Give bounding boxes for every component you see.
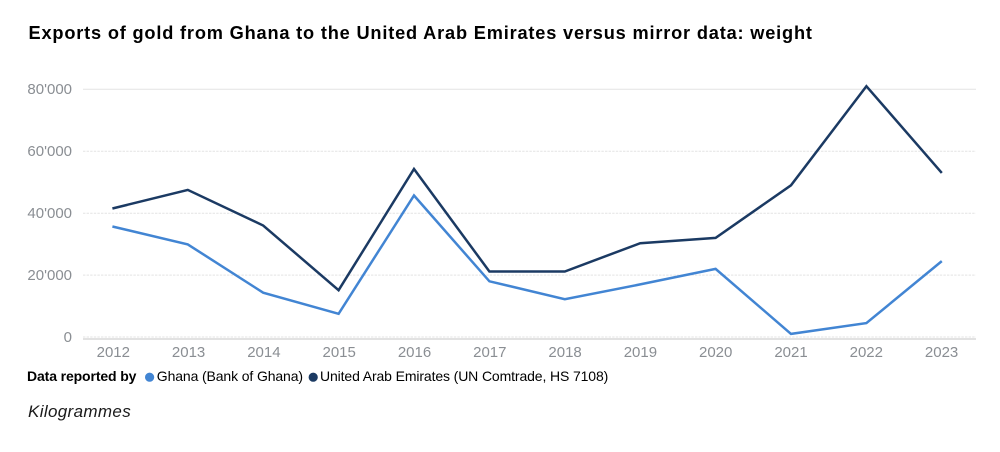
svg-text:2023: 2023 [925,344,958,361]
svg-text:2015: 2015 [323,344,356,361]
svg-text:2020: 2020 [699,344,732,361]
svg-text:80'000: 80'000 [27,81,72,98]
svg-text:40'000: 40'000 [27,205,72,222]
svg-text:Exports of gold from Ghana to: Exports of gold from Ghana to the United… [29,23,813,43]
svg-text:0: 0 [64,329,72,346]
svg-text:2021: 2021 [774,344,807,361]
svg-text:Kilogrammes: Kilogrammes [28,402,131,421]
svg-text:Ghana (Bank of Ghana): Ghana (Bank of Ghana) [157,368,303,384]
svg-text:2016: 2016 [398,344,431,361]
svg-text:United Arab Emirates (UN Comtr: United Arab Emirates (UN Comtrade, HS 71… [320,368,608,384]
svg-text:Data reported by: Data reported by [27,368,137,384]
svg-text:60'000: 60'000 [27,143,72,160]
svg-text:2018: 2018 [548,344,581,361]
svg-text:2019: 2019 [624,344,657,361]
svg-text:2012: 2012 [97,344,130,361]
svg-text:2013: 2013 [172,344,205,361]
svg-text:2017: 2017 [473,344,506,361]
svg-text:20'000: 20'000 [27,267,72,284]
svg-text:2014: 2014 [247,344,280,361]
svg-text:2022: 2022 [850,344,883,361]
